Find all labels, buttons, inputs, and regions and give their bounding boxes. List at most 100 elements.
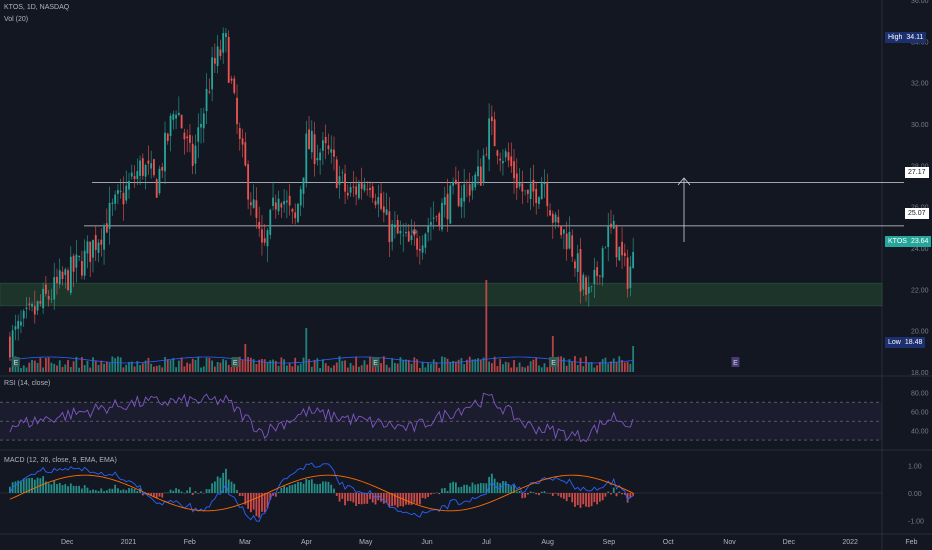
level-upper-badge: 27.17 [905,167,929,178]
candle-body [263,238,266,243]
volume-bar [117,356,119,372]
candle-body [327,145,330,150]
low-badge: Low 18.48 [885,337,926,348]
macd-histogram-bar [355,493,358,506]
macd-histogram-bar [305,479,308,493]
volume-bar [526,365,529,372]
volume-bar [28,362,31,372]
macd-histogram-bar [58,482,61,493]
candle-body [446,193,449,220]
candle-body [247,164,250,200]
volume-bar [200,367,202,372]
volume-bar [427,362,430,372]
macd-histogram-bar [183,492,186,494]
volume-bar [574,356,576,372]
macd-histogram-bar [324,481,327,493]
candle-body [31,304,33,307]
macd-histogram-bar [518,490,521,493]
macd-histogram-bar [363,493,366,504]
candle-body [133,176,136,180]
candle-body [166,133,169,141]
volume-label[interactable]: Vol (20) [4,16,29,23]
candle-body [186,136,189,139]
volume-bar [438,367,441,372]
candle-body [371,186,374,198]
macd-histogram-bar [197,493,200,494]
volume-bar [94,360,97,372]
candle-body [205,88,208,112]
volume-bar [280,357,283,372]
volume-bar [596,365,599,372]
macd-histogram-bar [208,489,211,493]
macd-histogram-bar [274,493,277,497]
candle-body [454,179,457,185]
candle-body [477,166,479,177]
macd-histogram-bar [590,493,593,507]
macd-histogram-bar [247,493,250,509]
macd-histogram-bar [474,484,477,493]
earnings-marker-label: E [373,360,378,367]
candle-body [283,201,286,205]
volume-bar [430,363,432,372]
volume-bar [47,357,50,372]
macd-histogram-bar [604,493,607,497]
macd-histogram-bar [382,493,385,504]
symbol-title[interactable]: KTOS, 1D, NASDAQ [4,4,70,11]
volume-bar [388,367,391,372]
candle-body [568,231,571,249]
high-value: 34.11 [906,34,924,41]
candle-body [529,183,532,199]
volume-bar [490,363,493,372]
candle-body [58,270,61,285]
macd-histogram-bar [180,491,183,493]
x-tick-label: 2021 [121,539,137,546]
volume-bar [587,363,590,372]
macd-histogram-bar [565,493,568,502]
candle-body [369,188,371,191]
volume-bar [69,367,72,372]
macd-histogram-bar [319,483,322,493]
macd-label[interactable]: MACD (12, 26, close, 9, EMA, EMA) [4,457,117,464]
volume-bar [61,366,64,372]
macd-histogram-bar [435,492,438,494]
candle-body [252,199,255,208]
macd-histogram-bar [371,493,374,503]
volume-bar [25,367,28,372]
candle-body [297,203,299,223]
candle-body [319,152,322,161]
volume-bar [352,365,355,372]
volume-bar [89,367,92,372]
volume-bar [510,367,513,372]
macd-histogram-bar [593,493,596,503]
volume-bar [341,360,344,372]
candle-body [538,197,540,204]
candle-body [189,135,191,143]
volume-bar [58,360,61,372]
candle-body [502,161,504,164]
rsi-label[interactable]: RSI (14, close) [4,380,51,387]
x-tick-label: Feb [905,539,917,546]
macd-histogram-bar [114,484,117,493]
macd-histogram-bar [430,493,432,495]
candle-body [363,184,366,191]
candle-body [33,306,36,315]
macd-histogram-bar [576,493,579,506]
macd-histogram-bar [78,485,81,493]
volume-bar [202,366,205,372]
candle-body [227,36,230,83]
candle-body [349,187,352,193]
macd-histogram-bar [391,493,394,507]
current-value: 23.64 [910,238,929,245]
candle-body [612,220,615,229]
candle-body [81,260,83,276]
price-tick-label: 24.00 [911,246,929,253]
candle-body [549,210,551,216]
volume-bar [75,356,78,372]
volume-bar [579,357,582,372]
candle-body [457,183,460,206]
macd-histogram-bar [72,485,75,493]
volume-bar [216,361,219,372]
macd-histogram-bar [130,488,133,493]
macd-histogram-bar [485,483,488,493]
